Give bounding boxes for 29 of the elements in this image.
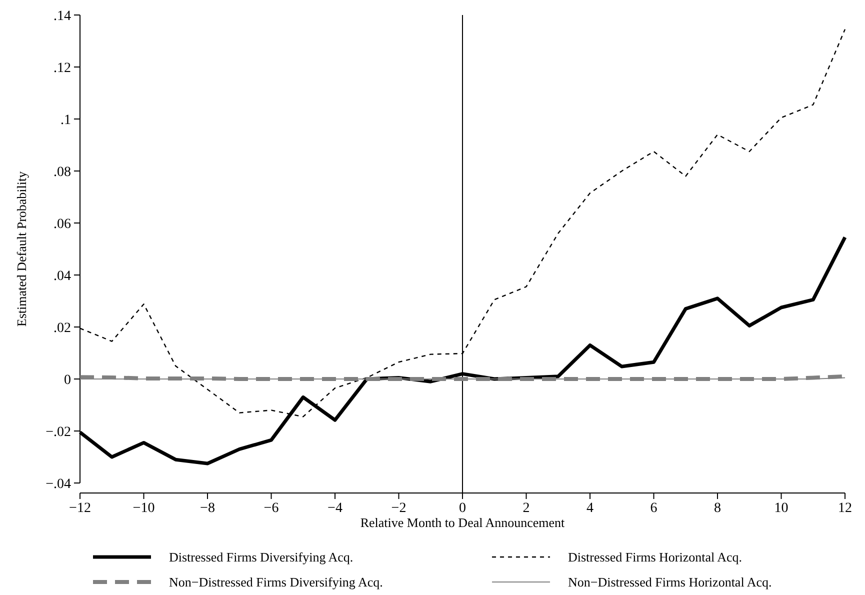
x-tick-label: 12 [838,501,852,516]
x-tick-label: −12 [69,501,91,516]
x-tick-label: −4 [328,501,342,516]
legend-label: Non−Distressed Firms Horizontal Acq. [568,574,772,590]
x-tick-label: −8 [200,501,215,516]
y-tick-label: −.02 [46,424,71,440]
legend-label: Non−Distressed Firms Diversifying Acq. [169,574,383,590]
legend-label: Distressed Firms Horizontal Acq. [568,550,742,565]
y-tick-label: .1 [60,112,71,128]
x-tick-label: 10 [774,501,788,516]
x-axis-title: Relative Month to Deal Announcement [360,515,566,530]
x-tick-label: 8 [714,501,721,516]
y-tick-label: .02 [54,320,71,336]
x-tick-label: −2 [391,501,406,516]
y-tick-label: 0 [64,372,71,388]
x-tick-label: −6 [264,501,279,516]
y-tick-label: .08 [54,164,71,180]
y-tick-label: −.04 [46,476,71,492]
y-tick-label: .06 [54,216,71,232]
y-axis-title: Estimated Default Probability [14,170,29,327]
legend-label: Distressed Firms Diversifying Acq. [169,550,354,565]
x-tick-label: 2 [522,501,530,516]
y-tick-label: .14 [54,8,71,24]
x-tick-label: 4 [586,501,594,516]
x-tick-label: 0 [459,501,466,516]
x-tick-label: 6 [650,501,658,516]
x-tick-label: −10 [132,501,155,516]
y-tick-label: .12 [54,60,71,76]
y-tick-label: .04 [54,268,71,284]
